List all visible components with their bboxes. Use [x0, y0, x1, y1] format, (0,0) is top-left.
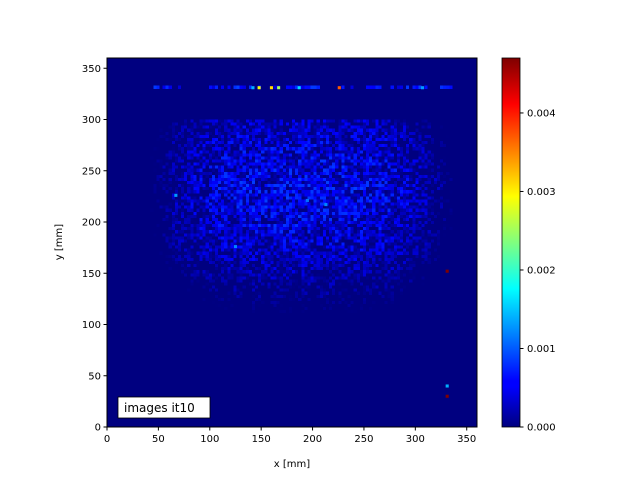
x-tick-label: 0 — [104, 434, 110, 445]
colorbar — [501, 57, 521, 428]
y-tick-label: 0 — [95, 423, 101, 434]
x-tick-label: 150 — [252, 434, 271, 445]
colorbar-tick-label: 0.004 — [527, 108, 556, 119]
hotspot-cells — [174, 86, 449, 398]
y-tick-label: 300 — [82, 115, 101, 126]
x-tick-label: 250 — [354, 434, 373, 445]
heatmap-cell — [174, 193, 178, 197]
y-ticks: 0 50 100 150 200 250 300 350 — [82, 64, 107, 434]
heatmap-cell — [445, 384, 449, 388]
colorbar-tick-label: 0.000 — [527, 423, 556, 434]
x-axis-label: x [mm] — [274, 459, 310, 470]
heatmap-cell — [251, 86, 255, 90]
x-tick-label: 350 — [457, 434, 476, 445]
annotation-box: images it10 — [117, 396, 211, 419]
plot-frame — [106, 57, 478, 428]
x-tick-label: 50 — [152, 434, 165, 445]
heatmap-cell — [277, 86, 281, 90]
heatmap-cell — [337, 86, 341, 90]
y-tick-label: 250 — [82, 166, 101, 177]
heatmap-cell — [269, 86, 273, 90]
y-axis-label: y [mm] — [54, 224, 65, 260]
heatmap-cell — [305, 198, 309, 203]
x-tick-label: 200 — [303, 434, 322, 445]
heatmap-cell — [297, 86, 301, 90]
heatmap-cell — [420, 86, 425, 90]
y-tick-label: 200 — [82, 218, 101, 229]
x-tick-label: 300 — [406, 434, 425, 445]
colorbar-ticks: 0.000 0.001 0.002 0.003 0.004 — [520, 108, 556, 434]
colorbar-tick-label: 0.002 — [527, 265, 556, 276]
y-tick-label: 350 — [82, 64, 101, 75]
y-tick-label: 50 — [88, 371, 101, 382]
y-tick-label: 100 — [82, 320, 101, 331]
x-ticks: 0 50 100 150 200 250 300 350 — [104, 427, 476, 445]
annotation-text: images it10 — [124, 401, 195, 415]
x-tick-label: 100 — [200, 434, 219, 445]
y-tick-label: 150 — [82, 269, 101, 280]
heatmap-cells — [107, 58, 477, 427]
colorbar-tick-label: 0.001 — [527, 344, 556, 355]
heatmap-cell — [445, 394, 449, 398]
colorbar-tick-label: 0.003 — [527, 187, 556, 198]
heatmap-cell — [445, 269, 449, 273]
heatmap-cell — [233, 245, 238, 249]
heatmap-cell — [257, 86, 261, 90]
heatmap-cell — [324, 203, 328, 207]
annotation-frame — [117, 396, 211, 419]
